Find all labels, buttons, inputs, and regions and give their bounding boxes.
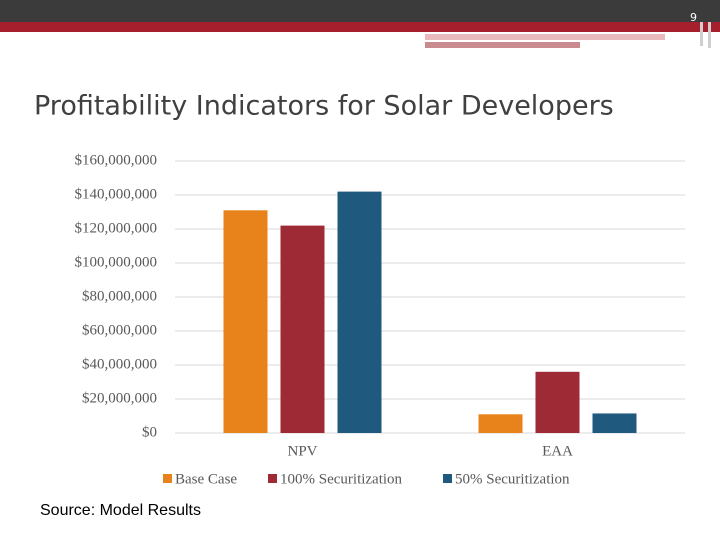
- y-tick-label: $80,000,000: [82, 288, 157, 304]
- bar: [478, 414, 523, 433]
- legend-label: 50% Securitization: [455, 471, 570, 487]
- x-tick-label: NPV: [287, 443, 317, 459]
- y-tick-label: $0: [142, 424, 157, 440]
- header-band: [0, 22, 720, 32]
- bar: [592, 413, 637, 433]
- legend-swatch: [163, 474, 172, 483]
- legend-swatch: [443, 474, 452, 483]
- header-bar: [0, 0, 720, 22]
- header-line: [425, 34, 665, 40]
- bar: [535, 371, 580, 433]
- bar: [280, 225, 325, 433]
- header-line: [708, 22, 711, 48]
- bar: [337, 191, 382, 433]
- bar: [223, 210, 268, 433]
- legend-swatch: [268, 474, 277, 483]
- header-line: [700, 22, 703, 46]
- y-tick-label: $120,000,000: [75, 220, 158, 236]
- y-tick-label: $20,000,000: [82, 390, 157, 406]
- source-note: Source: Model Results: [40, 502, 201, 519]
- y-tick-label: $140,000,000: [75, 186, 158, 202]
- x-tick-label: EAA: [542, 443, 573, 459]
- chart-title: Profitability Indicators for Solar Devel…: [34, 91, 614, 122]
- legend-label: Base Case: [175, 471, 237, 487]
- header-line: [0, 32, 425, 36]
- y-tick-label: $160,000,000: [75, 152, 158, 168]
- y-tick-label: $60,000,000: [82, 322, 157, 338]
- y-tick-label: $100,000,000: [75, 254, 158, 270]
- header-line: [425, 42, 580, 48]
- y-tick-label: $40,000,000: [82, 356, 157, 372]
- legend-label: 100% Securitization: [280, 471, 403, 487]
- page-number: 9: [690, 11, 697, 24]
